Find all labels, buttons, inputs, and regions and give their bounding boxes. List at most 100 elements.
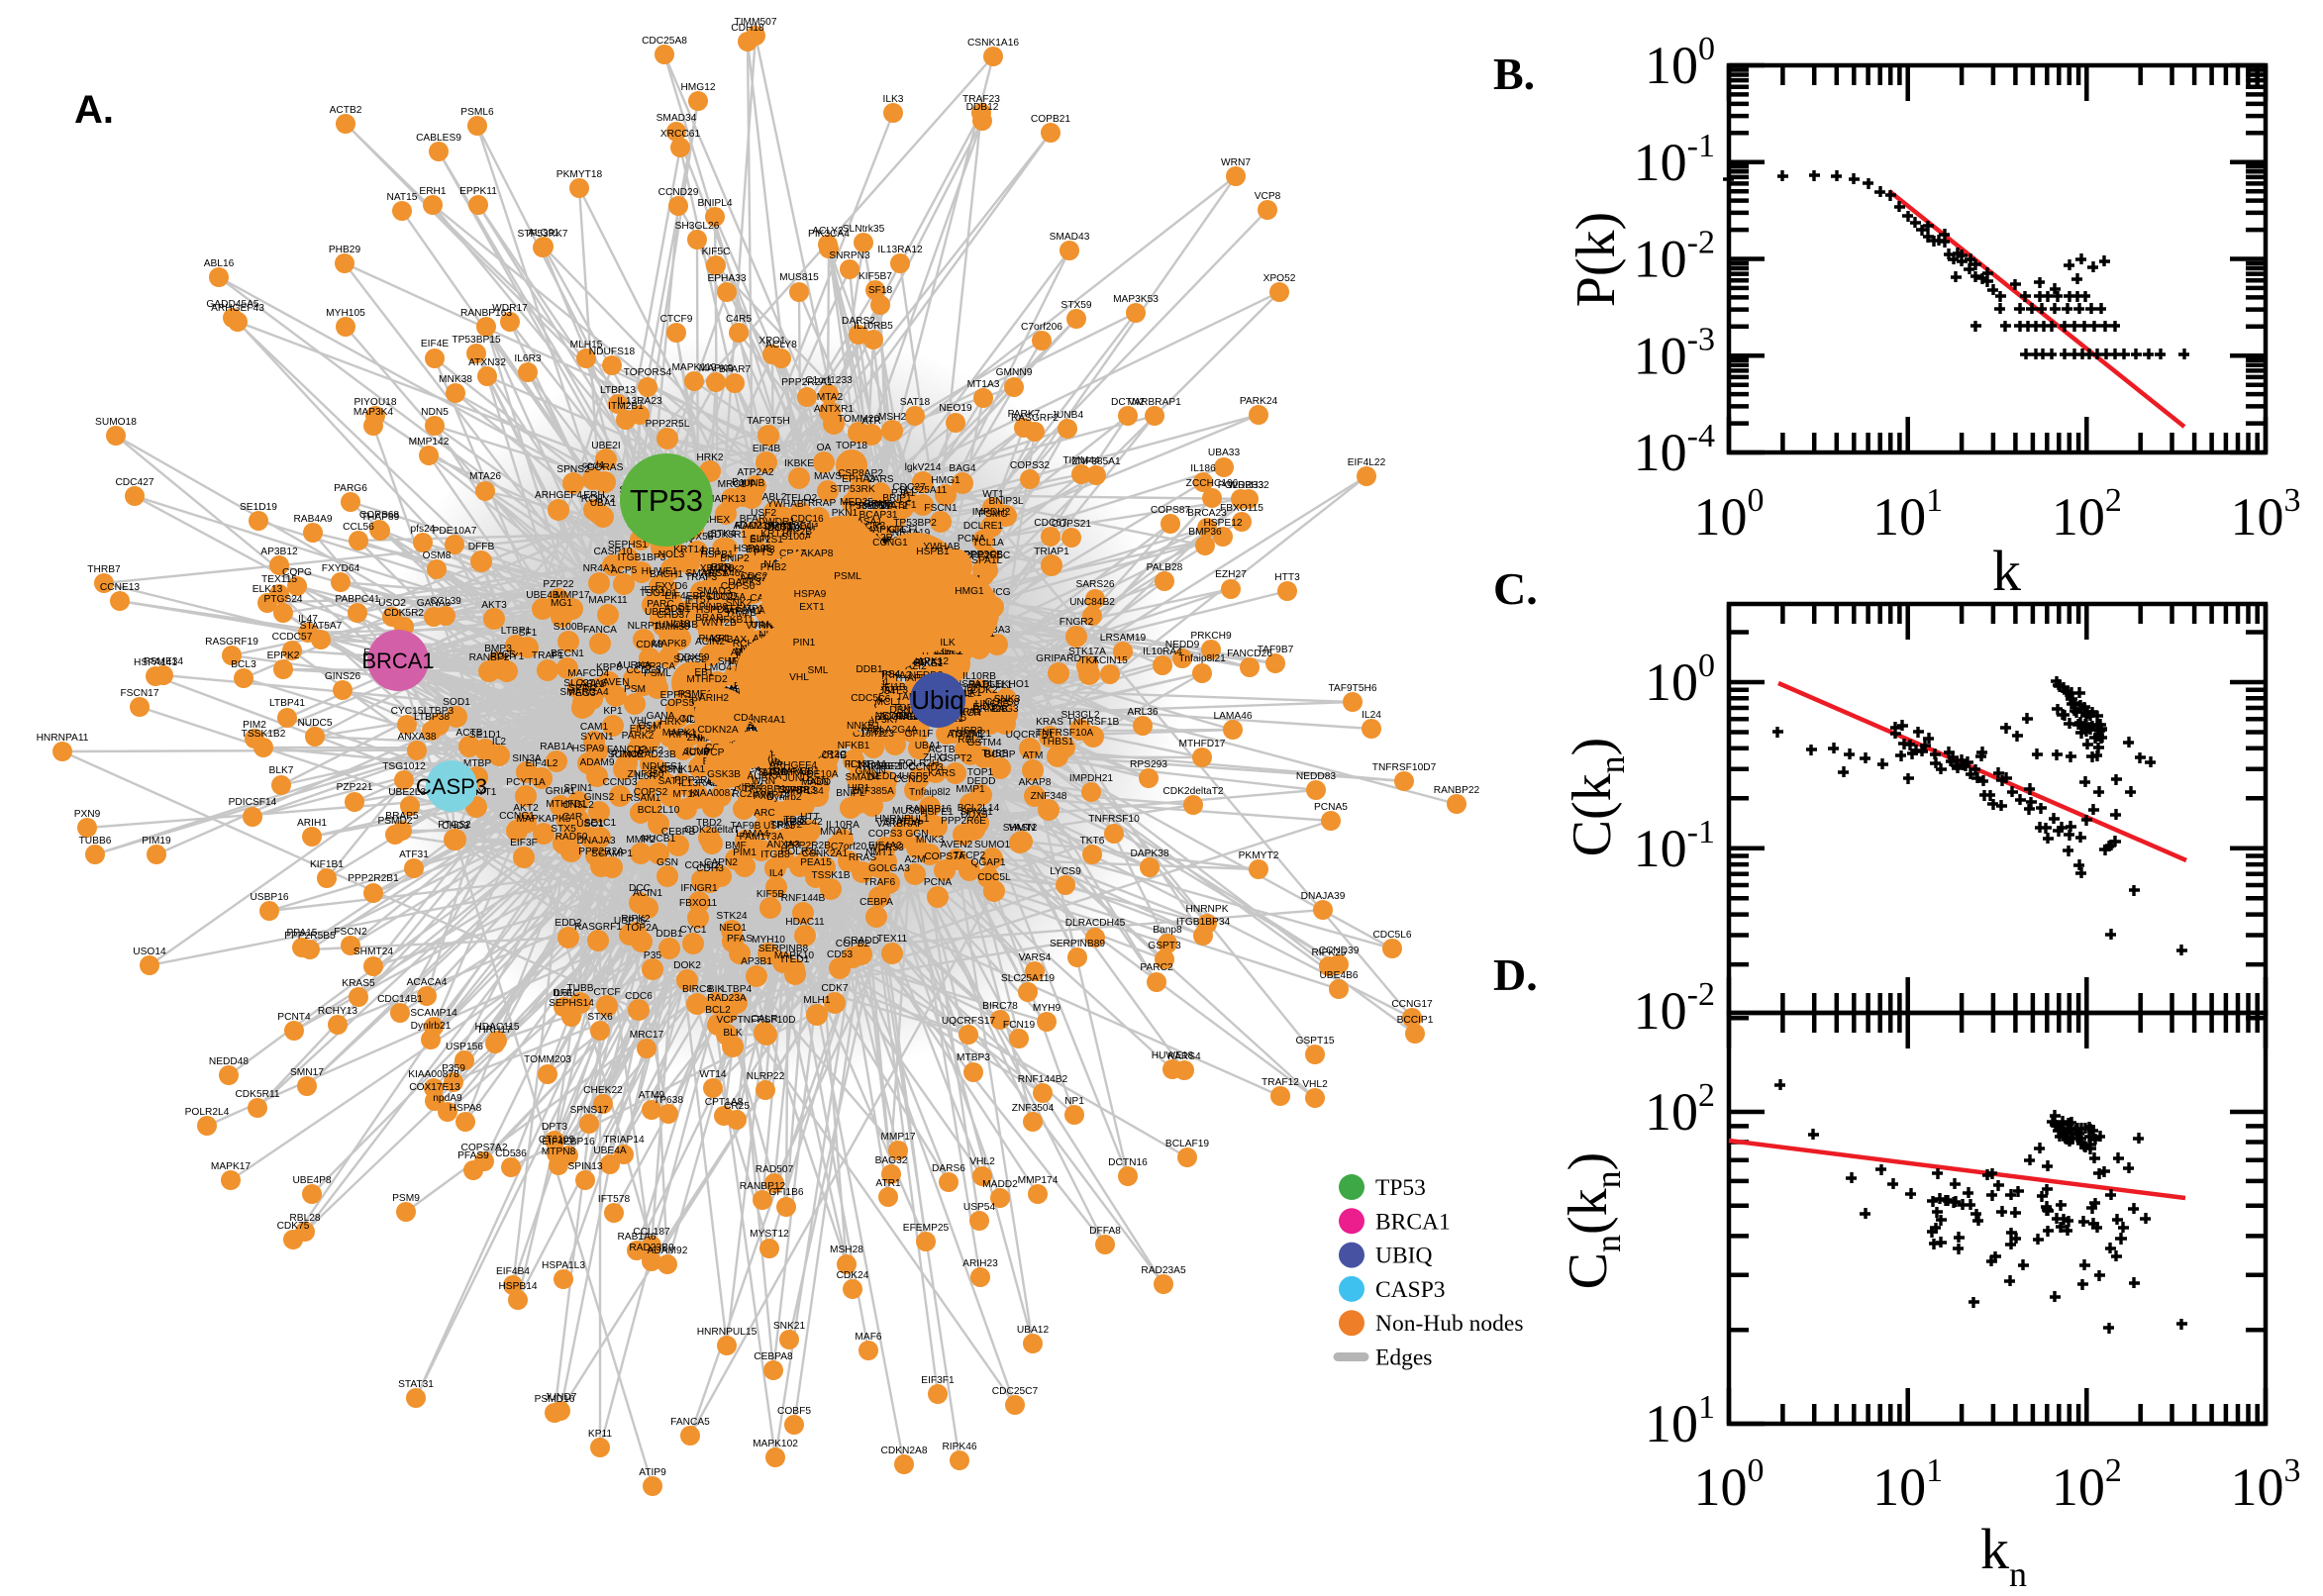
svg-text:OSM8: OSM8 — [423, 550, 452, 561]
svg-text:BNIP3L: BNIP3L — [988, 496, 1023, 507]
svg-text:SUMO1: SUMO1 — [974, 840, 1011, 850]
svg-text:TRIAP14: TRIAP14 — [603, 1135, 645, 1146]
svg-text:PCYT1A: PCYT1A — [506, 777, 546, 788]
svg-text:XRCC61: XRCC61 — [660, 129, 701, 140]
svg-text:IKBKE: IKBKE — [784, 458, 814, 469]
svg-text:FBXO11: FBXO11 — [679, 898, 718, 909]
svg-text:PDE10A7: PDE10A7 — [433, 526, 477, 537]
svg-text:VHL2: VHL2 — [969, 1156, 995, 1167]
svg-text:EIF4B4: EIF4B4 — [496, 1266, 530, 1277]
svg-text:HRK: HRK — [659, 717, 681, 728]
svg-text:PIN1: PIN1 — [793, 638, 816, 648]
svg-text:PIK3CA4: PIK3CA4 — [808, 229, 850, 240]
svg-text:AP3B1: AP3B1 — [741, 956, 772, 967]
svg-text:GSN: GSN — [656, 857, 678, 868]
svg-text:COPB21: COPB21 — [1031, 114, 1071, 125]
svg-text:MNK38: MNK38 — [439, 374, 472, 385]
svg-text:SPNS17: SPNS17 — [569, 1105, 608, 1116]
svg-text:ACACA4: ACACA4 — [407, 977, 448, 988]
svg-text:KBP8: KBP8 — [596, 662, 622, 673]
svg-text:HSPB14: HSPB14 — [498, 1281, 537, 1292]
svg-text:RCHY2: RCHY2 — [581, 494, 616, 505]
svg-text:SML: SML — [808, 665, 829, 676]
svg-text:VHL2: VHL2 — [1302, 1079, 1328, 1090]
svg-text:HSPA8: HSPA8 — [450, 1103, 482, 1114]
svg-text:GSTM4: GSTM4 — [966, 738, 1001, 748]
svg-text:NNKB1: NNKB1 — [847, 721, 880, 732]
svg-text:CDK2deltaT2: CDK2deltaT2 — [1162, 786, 1223, 797]
svg-text:USP54: USP54 — [963, 1202, 996, 1213]
svg-text:DFFB: DFFB — [468, 542, 495, 552]
svg-text:TSSK1B: TSSK1B — [811, 870, 850, 881]
svg-text:TRIAP1: TRIAP1 — [1034, 547, 1069, 557]
svg-text:PSML: PSML — [834, 571, 861, 582]
svg-text:DCLRE1: DCLRE1 — [963, 521, 1004, 532]
svg-text:PXN9: PXN9 — [74, 809, 101, 820]
svg-text:HNRNPUL15: HNRNPUL15 — [697, 1327, 758, 1338]
svg-text:TOP18: TOP18 — [836, 441, 867, 451]
svg-text:CDC25C7: CDC25C7 — [992, 1386, 1039, 1397]
svg-text:MTHFD2: MTHFD2 — [686, 674, 728, 685]
svg-text:MTHFD17: MTHFD17 — [1179, 739, 1226, 749]
svg-text:CDC16: CDC16 — [790, 514, 824, 525]
svg-text:CDK24: CDK24 — [837, 1270, 869, 1281]
svg-text:PSML6: PSML6 — [460, 107, 494, 118]
svg-text:ILK: ILK — [940, 638, 955, 648]
svg-text:SHMT24: SHMT24 — [354, 947, 394, 957]
svg-text:MMP174: MMP174 — [1018, 1175, 1059, 1186]
svg-text:HDAC11: HDAC11 — [785, 917, 825, 928]
svg-text:BCL3: BCL3 — [231, 659, 256, 670]
svg-text:CTCF9: CTCF9 — [660, 314, 693, 325]
svg-text:PZP22: PZP22 — [543, 579, 573, 590]
svg-text:NLRP22: NLRP22 — [747, 1071, 785, 1082]
svg-text:SH3GL26: SH3GL26 — [675, 221, 720, 232]
svg-text:BFAR7: BFAR7 — [719, 364, 752, 375]
svg-text:LTBP1: LTBP1 — [501, 626, 532, 637]
svg-text:ARHGEF4: ARHGEF4 — [535, 490, 582, 501]
svg-text:FSCN2: FSCN2 — [334, 927, 367, 938]
svg-text:MYH9: MYH9 — [1033, 1003, 1061, 1014]
svg-text:VCP: VCP — [704, 748, 725, 758]
svg-text:SNRPN3: SNRPN3 — [829, 250, 870, 261]
svg-text:SE1D19: SE1D19 — [240, 502, 277, 513]
svg-text:VARS4: VARS4 — [1019, 952, 1052, 963]
svg-text:CCND3: CCND3 — [602, 777, 637, 788]
svg-text:RCHY13: RCHY13 — [318, 1006, 358, 1017]
svg-text:USP3: USP3 — [957, 726, 983, 737]
svg-text:CDK5R11: CDK5R11 — [235, 1089, 279, 1100]
svg-text:Ubiq: Ubiq — [911, 685, 963, 715]
svg-text:PIYOU18: PIYOU18 — [354, 397, 396, 408]
svg-text:CN5L2: CN5L2 — [562, 800, 594, 811]
svg-text:IL2: IL2 — [492, 737, 506, 748]
svg-text:TSSK1B2: TSSK1B2 — [242, 729, 286, 740]
svg-text:UBE2I: UBE2I — [873, 761, 902, 772]
svg-text:BCLAF19: BCLAF19 — [1165, 1139, 1210, 1149]
svg-text:CCND39: CCND39 — [1319, 946, 1360, 956]
svg-text:ATF31: ATF31 — [399, 849, 429, 860]
svg-text:CD536: CD536 — [495, 1148, 527, 1159]
svg-text:ced4: ced4 — [582, 460, 604, 471]
svg-text:CDKN2A8: CDKN2A8 — [881, 1446, 928, 1456]
svg-text:FXYD64: FXYD64 — [322, 563, 360, 574]
svg-text:IL10RA4: IL10RA4 — [1143, 647, 1182, 657]
svg-text:PEG3: PEG3 — [568, 688, 596, 699]
svg-text:DDB12: DDB12 — [966, 102, 999, 113]
svg-text:ZNF3504: ZNF3504 — [1012, 1103, 1055, 1114]
svg-text:GINS26: GINS26 — [325, 671, 361, 682]
svg-text:CCL39: CCL39 — [430, 596, 461, 607]
svg-text:ANTXR1: ANTXR1 — [814, 404, 855, 415]
svg-text:EPPK2: EPPK2 — [267, 650, 300, 661]
svg-text:SE1C1: SE1C1 — [584, 818, 617, 829]
svg-text:ARIH23: ARIH23 — [962, 1258, 998, 1269]
svg-text:ILK3: ILK3 — [883, 94, 904, 105]
svg-text:NAT15: NAT15 — [387, 192, 418, 203]
svg-text:Dynlrb21: Dynlrb21 — [411, 1021, 452, 1032]
svg-text:ENF2: ENF2 — [638, 746, 663, 756]
svg-text:HNRNPK: HNRNPK — [1185, 904, 1228, 915]
svg-text:DNAJA39: DNAJA39 — [1301, 891, 1346, 902]
svg-text:EIF3J: EIF3J — [630, 724, 656, 735]
svg-text:FSCN1: FSCN1 — [924, 503, 958, 514]
svg-text:FBXO115: FBXO115 — [1220, 503, 1263, 514]
svg-text:SAT18: SAT18 — [900, 397, 931, 408]
svg-text:ABL16: ABL16 — [204, 258, 235, 269]
